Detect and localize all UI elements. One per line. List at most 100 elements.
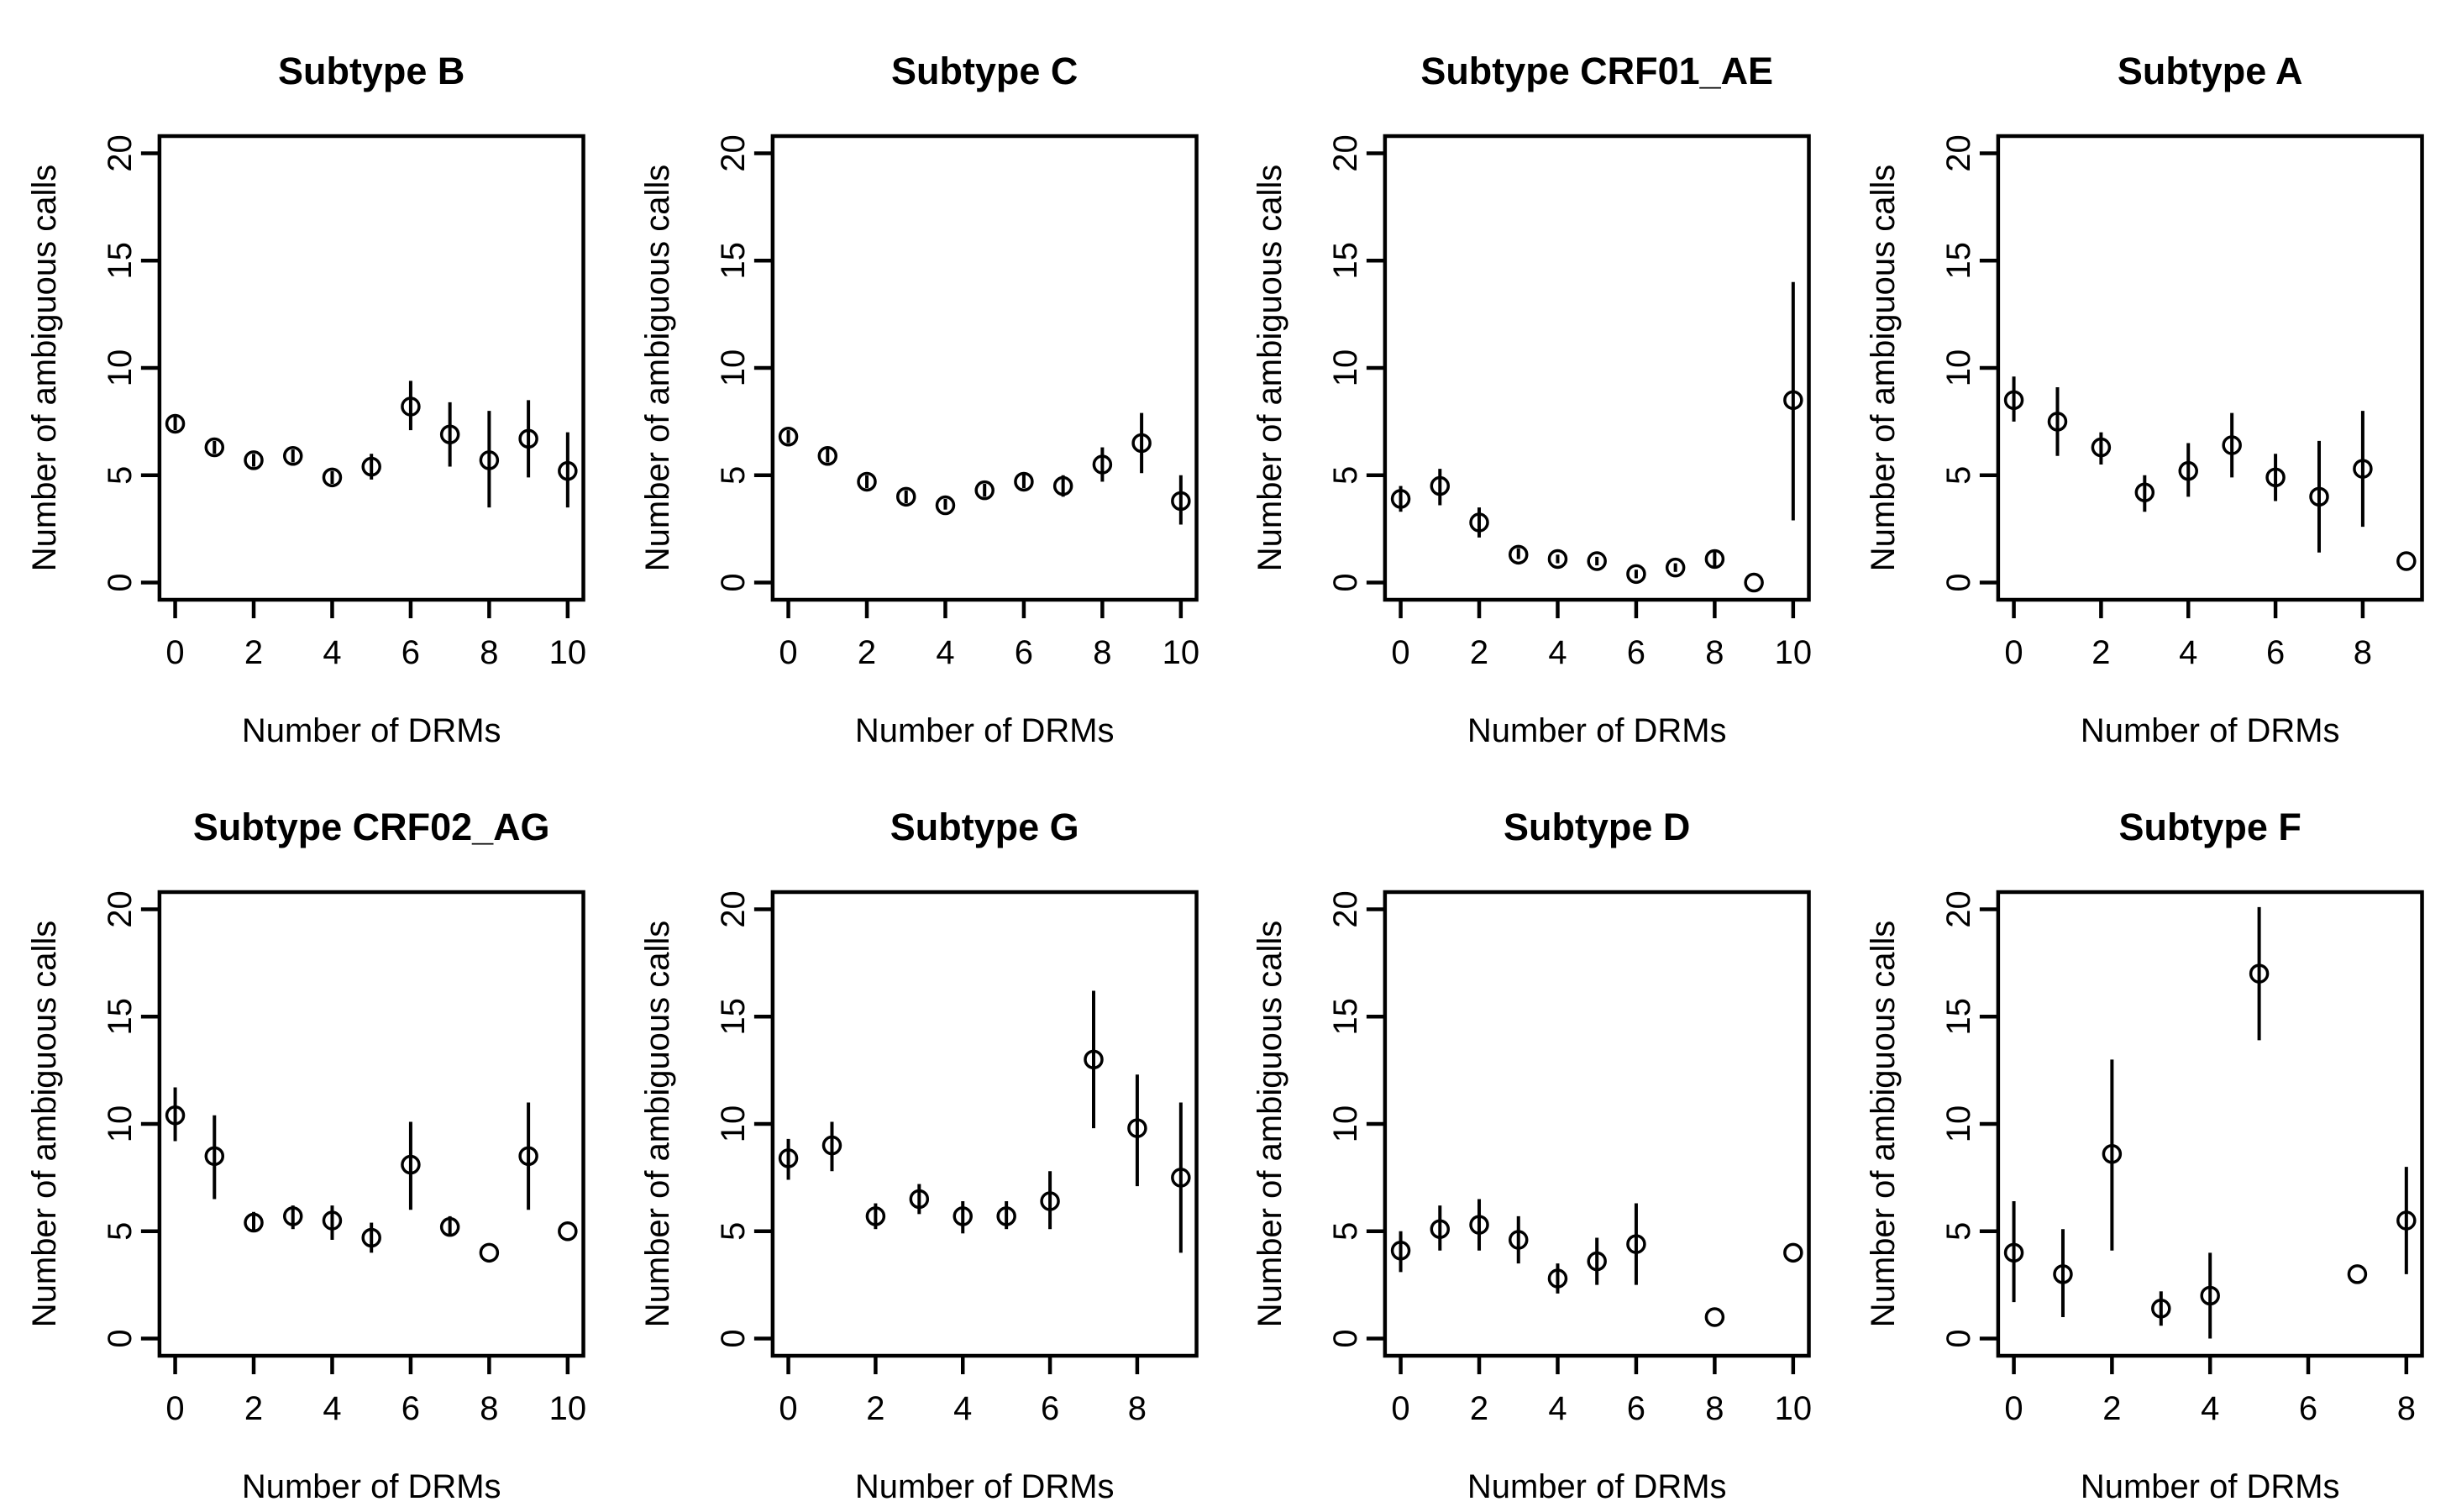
y-tick-label: 5	[1939, 1222, 1976, 1241]
chart-title: Subtype CRF01_AE	[1420, 50, 1773, 92]
x-tick-label: 6	[402, 1390, 420, 1427]
x-tick-label: 10	[549, 1390, 586, 1427]
data-point	[1509, 1230, 1529, 1250]
subplot-subtype-crf01-ae: 0 2 4 6 8 10 0 5 10 15 20 Subtype CRF01_AE Number of…	[1226, 0, 1839, 756]
x-tick-label: 0	[1391, 634, 1409, 671]
y-axis-label: Number of ambiguous calls	[1252, 921, 1288, 1327]
chart-title: Subtype B	[278, 50, 464, 92]
data-point	[165, 413, 186, 434]
x-tick-label: 6	[1040, 1390, 1058, 1427]
x-tick-label: 4	[323, 1390, 341, 1427]
chart-title: Subtype G	[890, 806, 1079, 848]
x-tick-label: 8	[480, 634, 498, 671]
x-tick-label: 8	[2396, 1390, 2415, 1427]
y-tick-label: 10	[1939, 1105, 1976, 1142]
subplot-subtype-d: 0 2 4 6 8 10 0 5 10 15 20 Subtype D Number of DRMs Nu…	[1226, 756, 1839, 1512]
x-axis-label: Number of DRMs	[242, 712, 501, 749]
x-tick-label: 6	[2298, 1390, 2317, 1427]
y-tick-label: 15	[1939, 242, 1976, 279]
y-tick-label: 15	[1327, 998, 1364, 1035]
chart-canvas-subtype-c: 0 2 4 6 8 10 0 5 10 15 20 Subtype C Number of DRMs Nu…	[638, 50, 1199, 749]
data-point	[821, 1135, 842, 1156]
data-point	[479, 450, 500, 470]
data-point	[1469, 512, 1489, 533]
data-point	[995, 1206, 1016, 1226]
data-point	[2134, 482, 2154, 502]
y-tick-label: 5	[714, 466, 751, 485]
x-tick-label: 8	[1705, 1390, 1724, 1427]
y-tick-label: 15	[714, 242, 751, 279]
y-tick-label: 5	[102, 466, 139, 485]
data-point	[2221, 435, 2242, 455]
data-point	[1083, 1049, 1104, 1070]
subplot-subtype-a: 0 2 4 6 8 0 5 10 15 20 Subtype A Number of DRMs Numb…	[1839, 0, 2451, 756]
data-point	[1131, 433, 1152, 454]
y-tick-label: 10	[102, 1105, 139, 1142]
data-point	[2003, 390, 2023, 411]
data-point	[935, 495, 955, 516]
x-tick-label: 4	[936, 634, 954, 671]
data-point	[1430, 475, 1451, 496]
y-tick-label: 20	[714, 134, 751, 171]
y-tick-label: 20	[714, 890, 751, 927]
x-tick-label: 2	[2091, 634, 2110, 671]
data-point	[2047, 412, 2067, 432]
subplot-subtype-c: 0 2 4 6 8 10 0 5 10 15 20 Subtype C Number of DRMs Nu…	[613, 0, 1226, 756]
data-point	[322, 467, 343, 488]
data-point	[439, 1216, 460, 1237]
chart-canvas-subtype-f: 0 2 4 6 8 0 5 10 15 20 Subtype F Number of DRMs Numb…	[1864, 806, 2424, 1505]
x-tick-label: 2	[2102, 1390, 2121, 1427]
chart-canvas-subtype-crf02-ag: 0 2 4 6 8 10 0 5 10 15 20 Subtype CRF02_AG Number of…	[26, 806, 586, 1505]
y-tick-label: 20	[1939, 890, 1976, 927]
data-point	[1626, 1234, 1646, 1254]
x-tick-label: 2	[857, 634, 875, 671]
y-tick-label: 10	[714, 1105, 751, 1142]
x-tick-label: 2	[866, 1390, 884, 1427]
y-tick-label: 10	[1327, 349, 1364, 386]
y-tick-label: 20	[1939, 134, 1976, 171]
data-point	[401, 396, 421, 417]
data-point	[1170, 1168, 1191, 1188]
y-tick-label: 15	[1327, 242, 1364, 279]
subplot-subtype-b: 0 2 4 6 8 10 0 5 10 15 20 Subtype B Number of DRMs Nu…	[0, 0, 613, 756]
y-tick-label: 15	[102, 998, 139, 1035]
chart-canvas-subtype-a: 0 2 4 6 8 0 5 10 15 20 Subtype A Number of DRMs Numb…	[1864, 50, 2424, 749]
chart-title: Subtype A	[2117, 50, 2302, 92]
y-axis-label: Number of ambiguous calls	[1252, 165, 1288, 571]
data-point	[2347, 1264, 2367, 1284]
x-tick-label: 10	[1775, 1390, 1812, 1427]
x-tick-label: 6	[1627, 1390, 1645, 1427]
data-point	[479, 1242, 500, 1263]
data-point	[244, 450, 264, 470]
x-tick-label: 8	[480, 1390, 498, 1427]
data-point	[2177, 460, 2198, 481]
data-point	[204, 437, 225, 458]
data-point	[1665, 557, 1686, 578]
x-tick-label: 8	[1093, 634, 1111, 671]
x-tick-label: 8	[2353, 634, 2371, 671]
data-point	[1013, 471, 1034, 492]
data-point	[2396, 1210, 2417, 1231]
data-point	[1704, 549, 1725, 570]
y-tick-label: 0	[102, 1329, 139, 1347]
data-point	[1626, 564, 1646, 585]
subplot-subtype-crf02-ag: 0 2 4 6 8 10 0 5 10 15 20 Subtype CRF02_AG Number of…	[0, 756, 613, 1512]
y-tick-label: 5	[1327, 1222, 1364, 1241]
data-point	[2396, 551, 2417, 571]
data-point	[1469, 1215, 1489, 1235]
data-point	[1052, 475, 1073, 496]
plot-box	[1383, 134, 1811, 602]
data-point	[204, 1146, 225, 1167]
plot-box	[157, 134, 585, 602]
y-tick-label: 20	[1327, 890, 1364, 927]
y-tick-label: 0	[102, 573, 139, 591]
data-point	[952, 1206, 973, 1226]
x-tick-label: 4	[1548, 634, 1567, 671]
y-tick-label: 15	[714, 998, 751, 1035]
x-tick-label: 10	[549, 634, 586, 671]
data-point	[1039, 1191, 1060, 1211]
y-tick-label: 10	[714, 349, 751, 386]
data-point	[1170, 491, 1191, 512]
data-point	[817, 446, 837, 466]
data-point	[2265, 467, 2286, 488]
